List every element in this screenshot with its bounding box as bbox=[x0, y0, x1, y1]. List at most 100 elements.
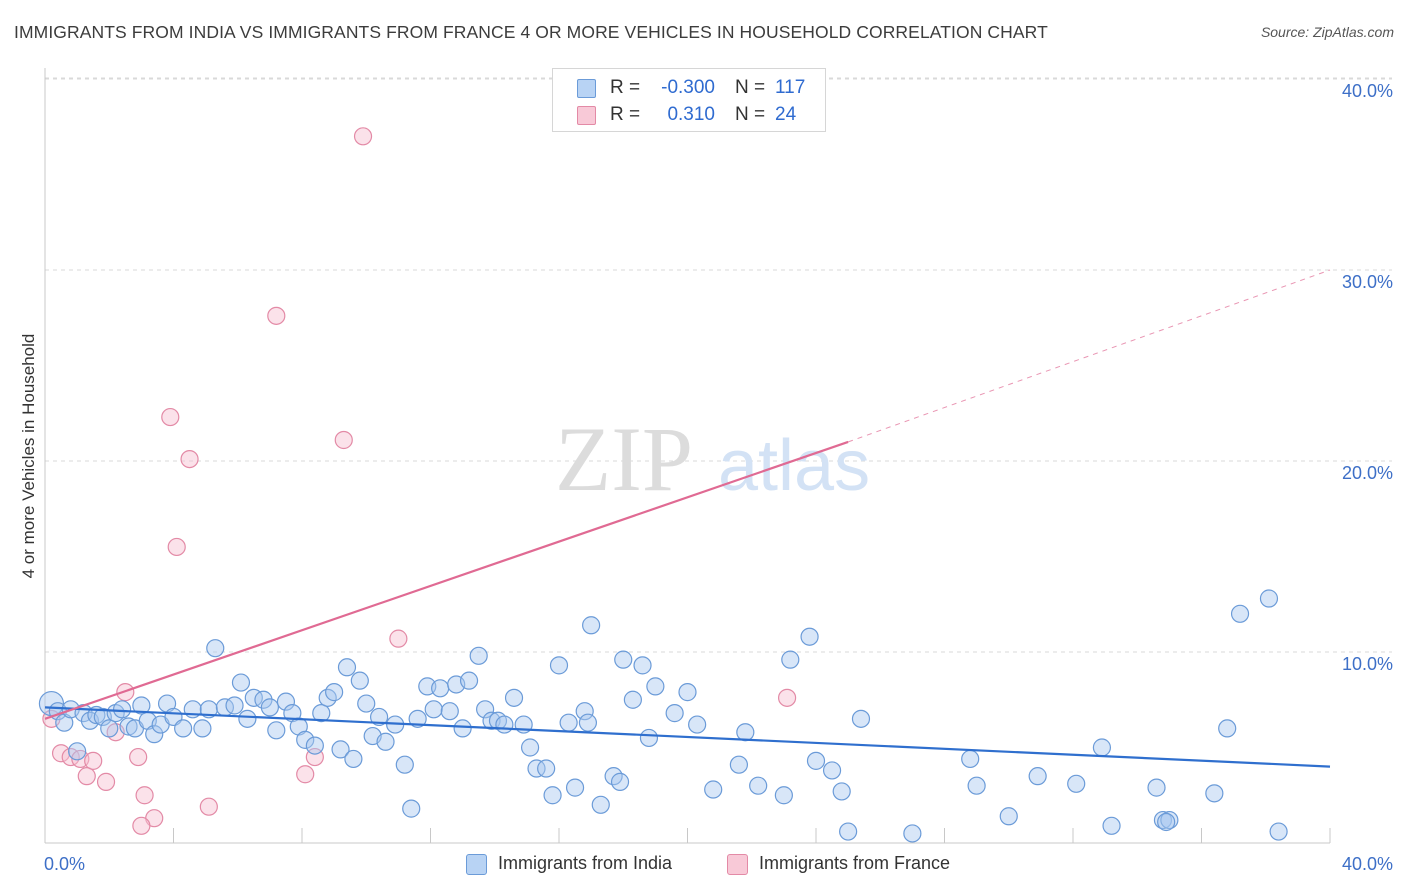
india-point bbox=[325, 683, 344, 702]
india-point bbox=[961, 749, 980, 769]
india-swatch bbox=[577, 79, 596, 98]
x-tick-label-max: 40.0% bbox=[1342, 854, 1393, 874]
india-point bbox=[1218, 719, 1237, 738]
india-point bbox=[729, 755, 749, 774]
india-point bbox=[967, 776, 986, 795]
france-trend-extension bbox=[847, 269, 1331, 443]
trend-lines bbox=[44, 269, 1331, 768]
india-point bbox=[575, 702, 594, 721]
india-point bbox=[112, 700, 132, 719]
india-point bbox=[1147, 778, 1166, 797]
india-point bbox=[559, 713, 578, 732]
france-point bbox=[353, 127, 373, 146]
india-point bbox=[543, 786, 562, 805]
india-point bbox=[549, 656, 569, 675]
india-point bbox=[119, 717, 138, 736]
india-point bbox=[582, 616, 601, 635]
india-point bbox=[199, 700, 218, 719]
france-points bbox=[42, 127, 797, 835]
india-point bbox=[806, 751, 826, 770]
india-point bbox=[903, 824, 922, 843]
france-point bbox=[777, 688, 797, 707]
france-point bbox=[84, 751, 103, 770]
india-point bbox=[193, 719, 212, 738]
france-r-value: 0.310 bbox=[667, 104, 715, 125]
india-point bbox=[774, 786, 793, 805]
india-point bbox=[736, 723, 755, 742]
india-point bbox=[370, 707, 389, 727]
india-point bbox=[337, 658, 357, 677]
watermark-atlas: atlas bbox=[718, 426, 870, 506]
india-point bbox=[408, 709, 427, 728]
india-point bbox=[100, 719, 119, 738]
india-point bbox=[424, 700, 443, 719]
france-point bbox=[199, 797, 218, 816]
india-point bbox=[145, 725, 164, 744]
india-point bbox=[1067, 774, 1086, 793]
france-trend-line bbox=[44, 440, 849, 720]
india-point bbox=[749, 776, 768, 795]
france-point bbox=[96, 772, 116, 791]
india-point bbox=[1205, 784, 1224, 803]
india-point bbox=[537, 759, 556, 778]
india-point bbox=[254, 690, 273, 709]
india-point bbox=[453, 719, 472, 738]
india-point bbox=[781, 650, 800, 669]
source-label: Source: ZipAtlas.com bbox=[1260, 24, 1394, 40]
legend-france-label: Immigrants from France bbox=[759, 853, 951, 873]
legend-india-swatch bbox=[466, 854, 487, 875]
india-point bbox=[331, 740, 350, 759]
india-point bbox=[395, 755, 414, 774]
india-r-label: R = bbox=[610, 77, 641, 98]
india-point bbox=[376, 732, 395, 751]
india-point bbox=[591, 795, 610, 814]
india-point bbox=[688, 715, 707, 734]
france-point bbox=[135, 786, 154, 805]
india-point bbox=[800, 627, 819, 646]
india-point bbox=[312, 704, 331, 723]
india-r-value: -0.300 bbox=[661, 77, 715, 98]
france-point bbox=[167, 537, 186, 557]
india-point bbox=[646, 677, 665, 696]
india-point bbox=[206, 639, 225, 658]
india-n-label: N = bbox=[735, 77, 766, 98]
y-tick-label: 20.0% bbox=[1342, 463, 1393, 483]
india-point bbox=[1230, 604, 1250, 623]
x-tick-label-min: 0.0% bbox=[44, 854, 85, 874]
chart-title: IMMIGRANTS FROM INDIA VS IMMIGRANTS FROM… bbox=[14, 22, 1048, 42]
india-point bbox=[1092, 738, 1112, 757]
india-point bbox=[431, 679, 450, 698]
india-point bbox=[999, 807, 1018, 826]
watermark-zip: ZIP bbox=[555, 408, 693, 510]
india-point bbox=[350, 671, 369, 690]
india-point bbox=[1102, 816, 1121, 835]
india-point bbox=[469, 646, 488, 665]
india-point bbox=[305, 736, 324, 755]
india-point bbox=[1153, 810, 1173, 830]
india-point bbox=[296, 730, 315, 749]
india-point bbox=[1028, 767, 1047, 786]
legend-india-label: Immigrants from India bbox=[498, 853, 673, 873]
india-point bbox=[132, 696, 151, 715]
india-trend-line bbox=[44, 706, 1331, 768]
axis-ticks: 10.0% 20.0% 30.0% 40.0% 0.0% 40.0% bbox=[44, 81, 1393, 874]
india-point bbox=[614, 650, 633, 669]
france-point bbox=[180, 449, 199, 469]
india-point bbox=[633, 656, 652, 675]
y-axis-label: 4 or more Vehicles in Household bbox=[19, 334, 38, 579]
france-swatch bbox=[577, 106, 596, 125]
india-point bbox=[1269, 822, 1288, 841]
india-point bbox=[520, 738, 540, 757]
india-point bbox=[527, 759, 546, 778]
india-point bbox=[238, 709, 257, 728]
india-point bbox=[839, 822, 858, 841]
y-tick-label: 30.0% bbox=[1342, 272, 1393, 292]
india-point bbox=[822, 761, 842, 780]
india-point bbox=[565, 778, 585, 797]
france-n-value: 24 bbox=[775, 104, 797, 125]
france-r-label: R = bbox=[610, 104, 641, 125]
india-point bbox=[610, 772, 630, 791]
india-point bbox=[174, 719, 193, 738]
india-point bbox=[832, 782, 851, 801]
france-point bbox=[161, 407, 180, 427]
